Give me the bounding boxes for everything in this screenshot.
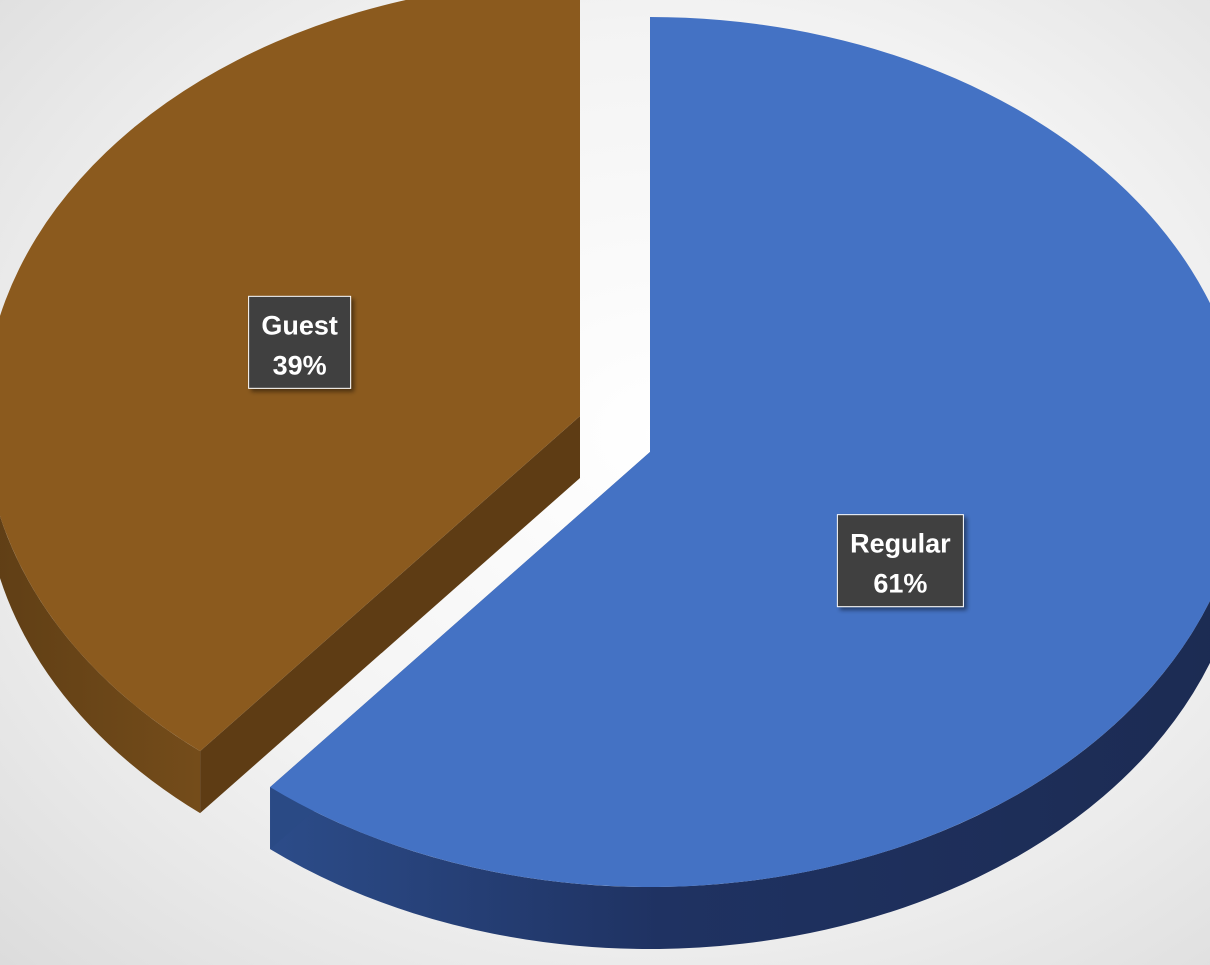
guest-slice-cut-face <box>200 416 580 814</box>
pie-data-labels: Regular 61% Guest 39% <box>248 295 964 608</box>
guest-data-label: Guest 39% <box>248 295 352 389</box>
regular-data-label-category: Regular <box>850 529 951 559</box>
guest-data-label-box <box>248 295 352 389</box>
regular-data-label-box <box>836 514 964 608</box>
regular-data-label-value: 61% <box>873 569 927 599</box>
regular-slice-side <box>270 600 1210 949</box>
regular-data-label: Regular 61% <box>836 514 964 608</box>
regular-slice <box>270 17 1210 887</box>
guest-data-label-value: 39% <box>273 350 327 380</box>
guest-data-label-category: Guest <box>261 310 338 340</box>
guest-slice-side <box>0 515 201 814</box>
